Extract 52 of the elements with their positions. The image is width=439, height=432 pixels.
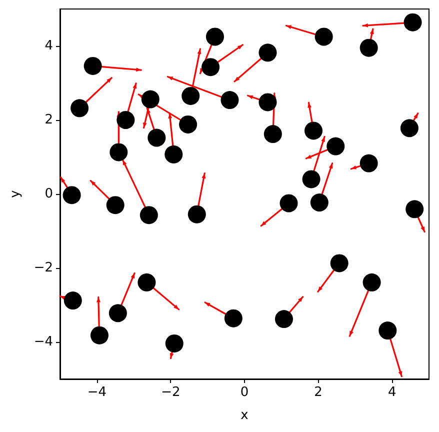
point <box>116 111 135 129</box>
point <box>164 145 183 164</box>
x-tick-label: −2 <box>161 385 180 400</box>
x-axis-title: x <box>240 408 249 423</box>
point <box>202 58 220 76</box>
point <box>106 196 124 214</box>
point <box>90 326 108 344</box>
point <box>264 125 282 144</box>
point <box>280 194 298 212</box>
point <box>148 128 166 147</box>
point <box>138 273 156 292</box>
point <box>224 309 242 328</box>
x-tick-label: 4 <box>388 385 396 400</box>
point <box>258 93 277 112</box>
point <box>64 292 82 310</box>
y-tick-label: −2 <box>34 260 53 276</box>
point <box>206 28 224 46</box>
y-tick-label: 4 <box>44 38 53 54</box>
point <box>182 86 200 105</box>
point <box>141 90 160 108</box>
point <box>140 206 158 224</box>
point <box>378 322 397 340</box>
x-tick-label: 2 <box>314 385 322 400</box>
point <box>165 334 184 352</box>
point <box>400 119 418 138</box>
point <box>108 304 127 322</box>
point <box>84 56 102 75</box>
point <box>314 28 333 46</box>
point <box>362 273 381 292</box>
point <box>220 91 239 110</box>
point <box>310 194 328 212</box>
point <box>330 254 348 272</box>
point <box>62 186 81 204</box>
x-tick-label: −4 <box>87 385 106 400</box>
point <box>302 170 320 188</box>
x-tick-label: 0 <box>240 385 249 400</box>
point <box>70 99 89 118</box>
point <box>360 38 378 57</box>
point <box>326 137 345 156</box>
point <box>110 143 128 162</box>
point <box>360 154 378 172</box>
point <box>404 13 422 32</box>
point <box>258 44 277 62</box>
y-axis-title: y <box>8 190 23 198</box>
point <box>188 205 206 224</box>
point <box>304 122 323 140</box>
y-tick-label: −4 <box>34 334 53 350</box>
point <box>179 115 198 134</box>
y-tick-label: 2 <box>44 112 53 128</box>
y-tick-label: 0 <box>44 186 53 202</box>
point <box>406 200 424 218</box>
point <box>275 310 293 328</box>
